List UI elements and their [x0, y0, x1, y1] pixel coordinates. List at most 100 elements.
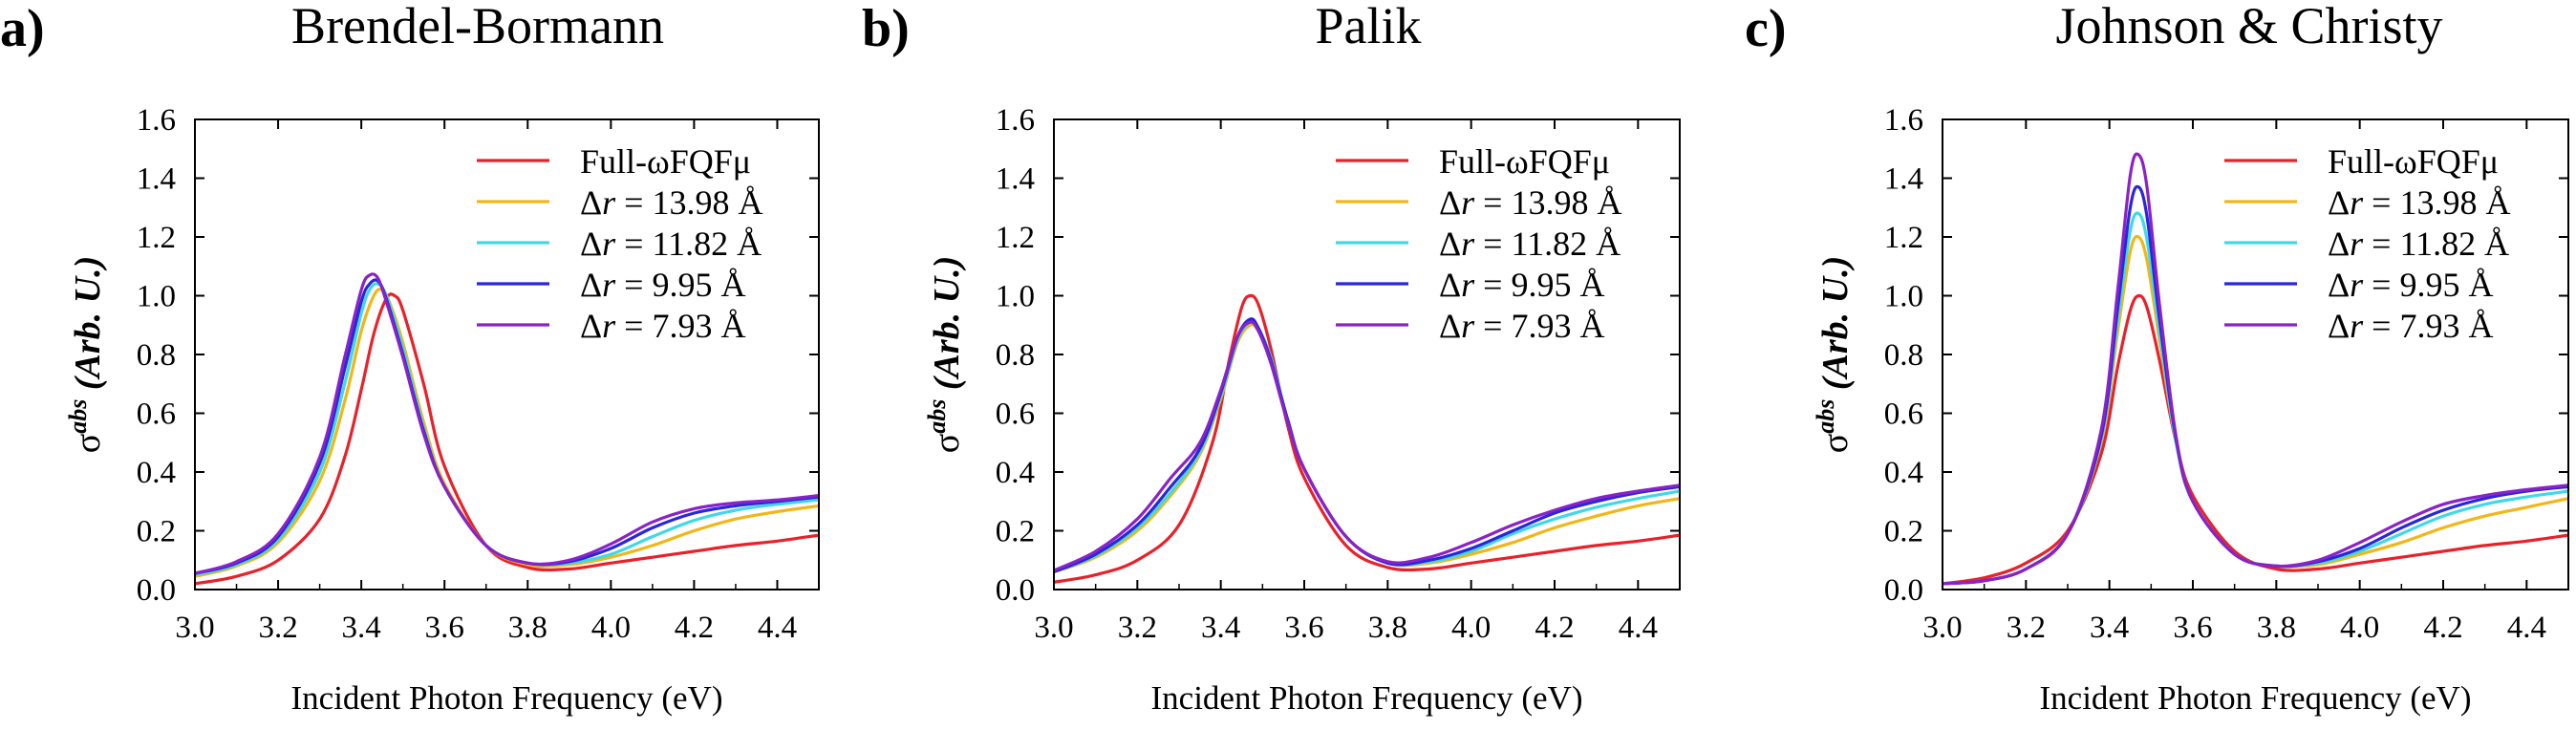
x-tick-label: 4.0 — [591, 611, 631, 645]
y-tick-label: 1.6 — [996, 103, 1035, 138]
legend-entry: Δr = 13.98 Å — [1439, 183, 1621, 222]
legend-entry: Full-ωFQFμ — [580, 142, 751, 181]
legend-value: = 9.95 Å — [2363, 266, 2493, 304]
y-tick-label: 1.0 — [996, 280, 1035, 314]
x-tick-label: 4.2 — [2423, 611, 2462, 645]
x-tick-label: 3.4 — [2090, 611, 2129, 645]
legend-var: r — [602, 225, 616, 263]
y-tick-label: 0.4 — [137, 456, 176, 490]
legend-var: r — [1461, 225, 1475, 263]
x-tick-label: 3.8 — [508, 611, 547, 645]
panel-label: b) — [862, 0, 910, 58]
chart-panel-1: a) Brendel-Bormann 3.0 3.2 3.4 3.6 3.8 4.0 4.2 4.… — [0, 0, 820, 717]
legend-entry: Δr = 7.93 Å — [580, 307, 745, 345]
series-line-5 — [1943, 152, 2568, 586]
x-tick-label: 4.4 — [1619, 611, 1658, 645]
y-axis-label-sup: abs — [64, 399, 92, 434]
x-tick-label: 3.6 — [425, 611, 464, 645]
x-axis-label: Incident Photon Frequency (eV) — [2040, 679, 2472, 717]
legend-entry: Δr = 9.95 Å — [580, 266, 745, 304]
y-tick-label: 0.6 — [996, 397, 1035, 432]
series-line-2 — [195, 288, 819, 578]
legend-delta: Δ — [1439, 225, 1461, 263]
legend-entry: Δr = 11.82 Å — [1439, 225, 1621, 263]
legend-var: r — [1461, 183, 1475, 222]
x-tick-label: 3.0 — [1922, 611, 1962, 645]
legend-var: r — [1461, 266, 1475, 304]
chart-title: Palik — [1315, 0, 1421, 54]
x-axis-label: Incident Photon Frequency (eV) — [291, 679, 723, 717]
y-axis-label-sup: abs — [1812, 399, 1839, 434]
x-tick-label: 3.6 — [1284, 611, 1323, 645]
legend-var: r — [2350, 266, 2364, 304]
y-tick-label: 1.4 — [137, 162, 176, 197]
y-tick-label: 0.2 — [137, 515, 176, 549]
legend-delta: Δ — [580, 266, 602, 304]
series-line-5 — [195, 272, 819, 575]
legend-entry: Δr = 7.93 Å — [2328, 307, 2493, 345]
y-axis-label-unit: (Arb. U.) — [927, 256, 967, 399]
y-tick-label: 1.4 — [1884, 162, 1923, 197]
legend-delta: Δ — [2328, 307, 2350, 345]
y-tick-label: 1.6 — [137, 103, 176, 138]
legend-entry: Δr = 9.95 Å — [2328, 266, 2493, 304]
x-tick-label: 3.8 — [1368, 611, 1407, 645]
legend-entry: Δr = 7.93 Å — [1439, 307, 1604, 345]
y-tick-label: 1.2 — [1884, 221, 1923, 255]
legend-entry: Δr = 11.82 Å — [580, 225, 762, 263]
legend-var: r — [2350, 183, 2364, 222]
legend-delta: Δ — [1439, 183, 1461, 222]
x-tick-label: 3.4 — [1201, 611, 1240, 645]
y-axis-label-unit: (Arb. U.) — [1815, 256, 1856, 399]
series-lines — [1943, 152, 2568, 586]
legend-entry: Full-ωFQFμ — [1439, 142, 1610, 181]
legend-entry: Δr = 13.98 Å — [580, 183, 762, 222]
legend-delta: Δ — [580, 225, 602, 263]
legend-entry: Δr = 11.82 Å — [2328, 225, 2509, 263]
chart-panel-2: b) Palik 3.0 3.2 3.4 3.6 3.8 4.0 4.2 4.4 0.0 0.2 0.4… — [862, 0, 1681, 717]
y-tick-label: 1.2 — [137, 221, 176, 255]
series-line-1 — [195, 292, 819, 586]
y-tick-label: 0.0 — [137, 573, 176, 608]
x-tick-label: 3.2 — [2007, 611, 2046, 645]
y-tick-label: 0.8 — [1884, 338, 1923, 373]
legend-entry: Δr = 13.98 Å — [2328, 183, 2510, 222]
legend-value: = 11.82 Å — [615, 225, 762, 263]
legend-delta: Δ — [2328, 225, 2350, 263]
y-tick-label: 1.2 — [996, 221, 1035, 255]
legend-value: = 11.82 Å — [2363, 225, 2509, 263]
legend-delta: Δ — [1439, 266, 1461, 304]
x-tick-label: 3.2 — [258, 611, 297, 645]
y-axis-label: σabs (Arb. U.) — [923, 256, 967, 454]
y-axis-label-sigma: σ — [68, 434, 108, 453]
legend-var: r — [1461, 307, 1475, 345]
x-tick-label: 4.0 — [1451, 611, 1491, 645]
y-tick-label: 0.4 — [996, 456, 1035, 490]
chart-title: Johnson & Christy — [2055, 0, 2442, 54]
legend-value: = 9.95 Å — [615, 266, 745, 304]
y-tick-label: 1.6 — [1884, 103, 1923, 138]
legend-delta: Δ — [2328, 266, 2350, 304]
series-lines — [1054, 293, 1680, 584]
series-line-3 — [1054, 319, 1680, 573]
x-axis-label: Incident Photon Frequency (eV) — [1151, 679, 1583, 717]
x-tick-label: 3.0 — [1034, 611, 1073, 645]
legend-value: = 11.82 Å — [1474, 225, 1621, 263]
legend-delta: Δ — [580, 183, 602, 222]
legend-value: = 7.93 Å — [1474, 307, 1604, 345]
chart-title: Brendel-Bormann — [291, 0, 664, 54]
y-axis-label-sigma: σ — [1815, 434, 1856, 453]
x-tick-label: 3.2 — [1118, 611, 1157, 645]
y-tick-label: 0.4 — [1884, 456, 1923, 490]
series-line-5 — [1054, 320, 1680, 572]
legend-value: = 13.98 Å — [615, 183, 762, 222]
x-tick-label: 3.0 — [175, 611, 214, 645]
legend-var: r — [602, 266, 616, 304]
y-tick-label: 0.0 — [996, 573, 1035, 608]
series-line-4 — [1054, 317, 1680, 573]
y-axis-label: σabs (Arb. U.) — [64, 256, 108, 454]
x-tick-label: 4.4 — [2507, 611, 2546, 645]
legend-var: r — [2350, 307, 2364, 345]
